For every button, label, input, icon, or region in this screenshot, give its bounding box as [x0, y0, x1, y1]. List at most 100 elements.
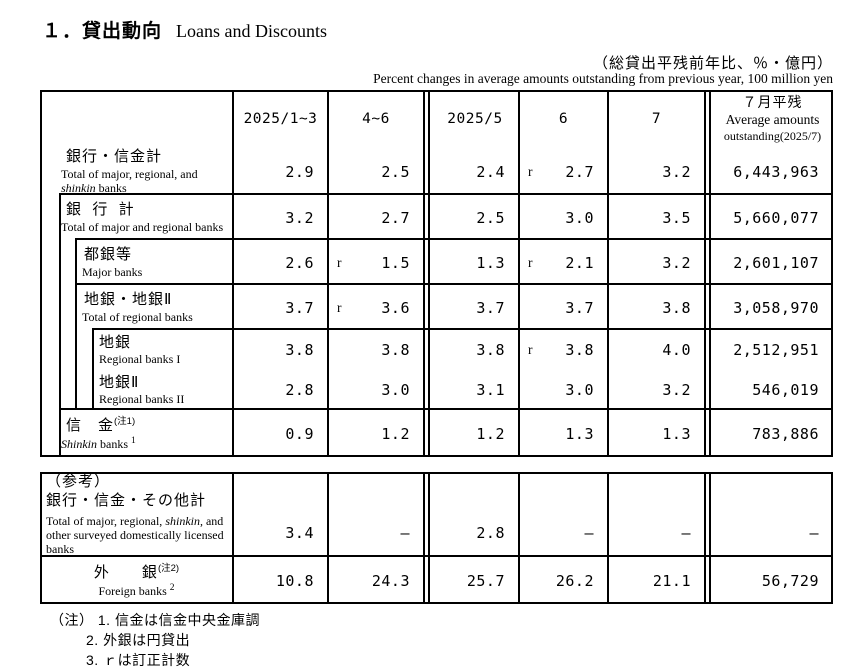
row-label: 信 金(注1) Shinkin banks 1	[61, 416, 136, 451]
row-shinkin-banks: 信 金(注1) Shinkin banks 1 0.9 1.2 1.2 1.3 …	[40, 410, 833, 457]
footnotes: （注） 1. 信金は信金中央金庫調 2. 外銀は円貸出 3. ｒは訂正計数	[50, 610, 260, 670]
value-cell: 3.0	[565, 381, 594, 399]
border-line	[40, 90, 42, 457]
col-header-may: 2025/5	[447, 111, 503, 127]
row-label: 地銀・地銀Ⅱ Total of regional banks	[82, 291, 193, 324]
value-cell: 3.5	[662, 208, 691, 227]
value-cell: 56,729	[761, 571, 819, 590]
row-total-banks: 銀 行 計 Total of major and regional banks …	[40, 195, 833, 240]
col-header-q2: 4~6	[362, 111, 390, 127]
value-cell: 2.8	[285, 381, 314, 399]
border-line	[232, 90, 234, 457]
table-header-row: 2025/1~3 4~6 2025/5 6 7 ７月平残 Average amo…	[40, 90, 833, 148]
footnote-line-2: 2. 外銀は円貸出	[86, 632, 191, 648]
footnote-line-1: （注） 1. 信金は信金中央金庫調	[50, 612, 260, 628]
border-line	[423, 472, 425, 604]
value-cell: 2.5	[381, 162, 410, 181]
value-cell: 3.0	[565, 208, 594, 227]
row-foreign-banks: 外 銀(注2) Foreign banks 2 10.8 24.3 25.7 2…	[40, 557, 833, 604]
border-line	[40, 472, 833, 474]
subtitle-english: Percent changes in average amounts outst…	[373, 71, 833, 86]
border-line	[59, 408, 833, 410]
row-label: 地銀 Regional banks I	[99, 333, 181, 367]
value-cell: 1.2	[476, 424, 505, 443]
value-cell: 25.7	[466, 571, 505, 590]
border-line	[92, 328, 94, 410]
border-line	[327, 90, 329, 457]
row-label: 銀 行 計 Total of major and regional banks	[61, 201, 224, 234]
value-cell: r 1.5	[337, 253, 410, 272]
col-header-2025q1: 2025/1~3	[243, 111, 318, 127]
value-cell: r 3.6	[337, 298, 410, 317]
value-cell: 2.5	[476, 208, 505, 227]
value-cell: 3.2	[662, 381, 691, 399]
value-cell: 3.4	[285, 524, 314, 542]
value-cell: 2,512,951	[733, 341, 819, 359]
col-header-june: 6	[558, 111, 569, 127]
value-cell: 3.7	[285, 298, 314, 317]
border-line	[75, 238, 833, 240]
value-cell: 2.4	[476, 162, 505, 181]
subtitle-japanese: （総貸出平残前年比、％・億円）	[592, 55, 833, 72]
value-cell: 21.1	[652, 571, 691, 590]
value-cell: r 3.8	[528, 341, 594, 359]
col-header-july: 7	[651, 111, 662, 127]
value-cell: 3.8	[381, 341, 410, 359]
border-line	[831, 472, 833, 604]
value-cell: 3.8	[285, 341, 314, 359]
value-cell: 2.6	[285, 253, 314, 272]
border-line	[704, 90, 706, 457]
title-english: Loans and Discounts	[176, 21, 327, 41]
value-cell: 3.1	[476, 381, 505, 399]
row-reference-total: （参考） 銀行・信金・その他計 Total of major, regional…	[40, 472, 833, 557]
border-line	[92, 328, 833, 330]
title-japanese: １．貸出動向	[42, 21, 163, 42]
border-line	[423, 90, 425, 457]
value-cell: 2.7	[381, 208, 410, 227]
row-regional-banks-1: 地銀 Regional banks I 3.8 3.8 3.8 r 3.8 4.0…	[40, 330, 833, 370]
value-cell: 0.9	[285, 424, 314, 443]
footnote-line-3: 3. ｒは訂正計数	[86, 652, 191, 668]
border-line	[704, 472, 706, 604]
border-line	[232, 472, 234, 604]
value-cell: 3.2	[285, 208, 314, 227]
border-line	[75, 238, 77, 410]
value-cell: 3.2	[662, 162, 691, 181]
value-cell: 2.9	[285, 162, 314, 181]
border-line	[40, 555, 833, 557]
border-line	[709, 90, 711, 457]
row-regional-banks-2: 地銀Ⅱ Regional banks II 2.8 3.0 3.1 3.0 3.…	[40, 370, 833, 410]
row-total-regional-banks: 地銀・地銀Ⅱ Total of regional banks 3.7 r 3.6 …	[40, 285, 833, 330]
value-cell: 1.3	[476, 253, 505, 272]
col-header-average-amounts: ７月平残 Average amounts outstanding(2025/7)	[723, 94, 822, 143]
border-line	[40, 455, 833, 457]
value-cell: 10.8	[275, 571, 314, 590]
border-line	[709, 472, 711, 604]
border-line	[831, 90, 833, 457]
border-line	[59, 193, 61, 457]
row-total-banks-shinkin: 銀行・信金計 Total of major, regional, and shi…	[40, 148, 833, 195]
value-cell: 1.3	[662, 424, 691, 443]
row-major-banks: 都銀等 Major banks 2.6 r 1.5 1.3 r 2.1 3.2 2,…	[40, 240, 833, 285]
page-title: １．貸出動向 Loans and Discounts	[42, 16, 327, 43]
value-cell: r 2.1	[528, 253, 594, 272]
value-cell: 2.8	[476, 524, 505, 542]
border-line	[327, 472, 329, 604]
value-cell: 3,058,970	[733, 298, 819, 317]
value-cell: 3.7	[565, 298, 594, 317]
border-line	[607, 90, 609, 457]
value-cell: 6,443,963	[733, 162, 819, 181]
row-label: 銀行・信金計 Total of major, regional, and shi…	[61, 147, 198, 195]
value-cell: 3.8	[476, 341, 505, 359]
border-line	[428, 90, 430, 457]
loans-main-table: 2025/1~3 4~6 2025/5 6 7 ７月平残 Average amo…	[40, 90, 833, 457]
value-cell: r 2.7	[528, 162, 594, 181]
border-line	[40, 472, 42, 604]
value-cell: 783,886	[752, 424, 819, 443]
value-cell: 1.3	[565, 424, 594, 443]
border-line	[40, 90, 833, 92]
border-line	[518, 472, 520, 604]
value-cell: —	[681, 524, 691, 542]
value-cell: —	[809, 524, 819, 542]
row-label: （参考） 銀行・信金・その他計 Total of major, regional…	[46, 473, 224, 556]
